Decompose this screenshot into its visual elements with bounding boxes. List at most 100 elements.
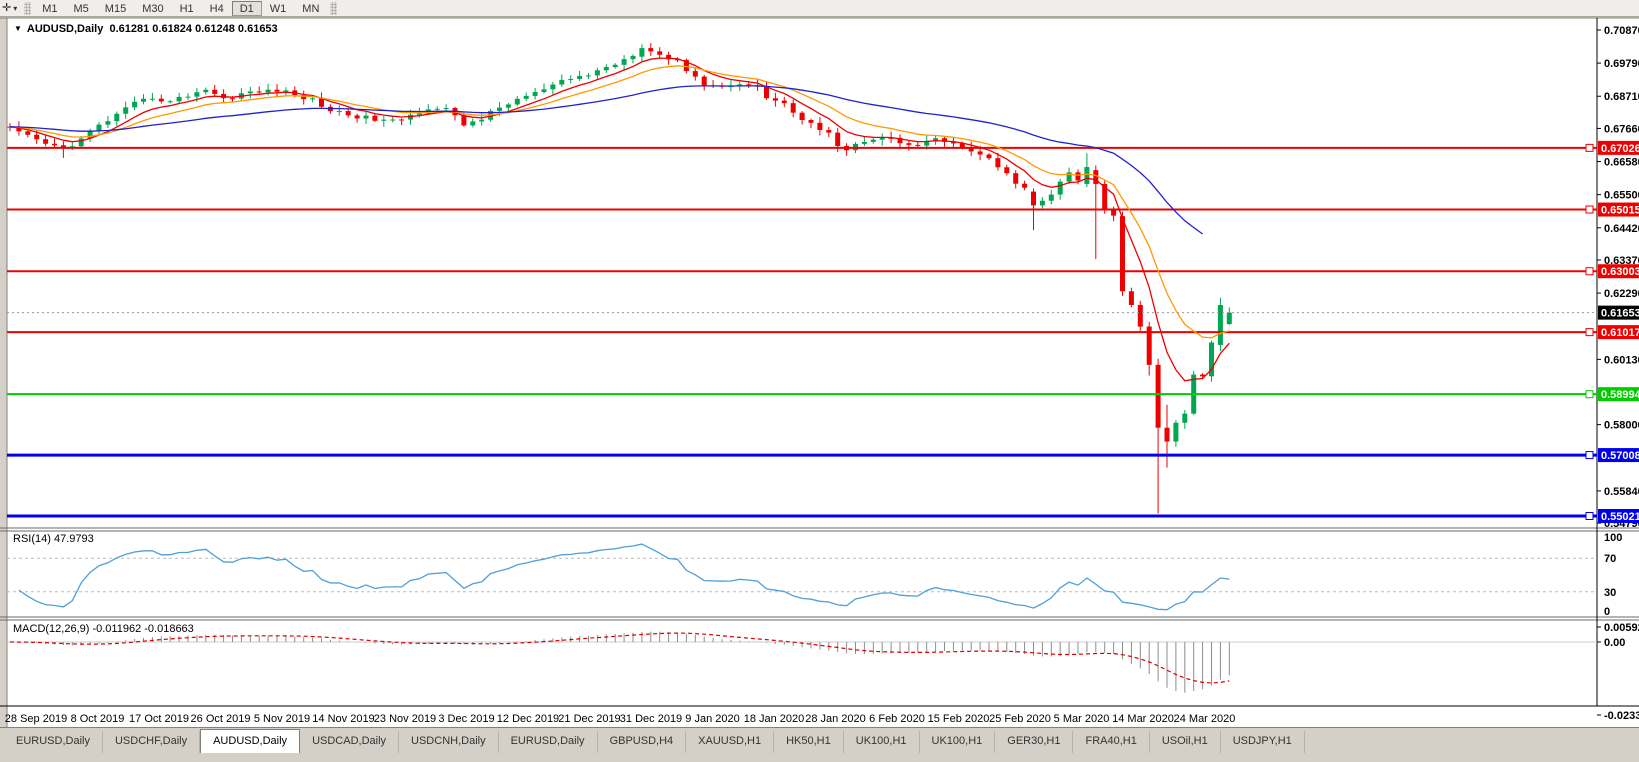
price-tag (1598, 509, 1639, 523)
price-tag-label: 0.61017 (1601, 327, 1639, 339)
price-tag (1598, 325, 1639, 340)
timeframe-button-m15[interactable]: M15 (104, 2, 127, 15)
timeframe-button-m30[interactable]: M30 (142, 2, 164, 15)
chart-tab-usoil-h1[interactable]: USOil,H1 (1149, 731, 1221, 753)
toolbar-grip[interactable] (24, 1, 32, 15)
current-price-tag-label: 0.61653 (1601, 308, 1639, 320)
current-price-tag (1598, 305, 1639, 320)
chart-tab-eurusd-daily[interactable]: EURUSD,Daily (498, 731, 598, 753)
chart-tab-eurusd-daily[interactable]: EURUSD,Daily (4, 731, 103, 753)
chart-tab-audusd-daily[interactable]: AUDUSD,Daily (200, 729, 301, 753)
date-label: 8 Oct 2019 (71, 713, 125, 725)
rsi-axis-label: 30 (1604, 587, 1616, 599)
timeframe-button-m5[interactable]: M5 (73, 2, 89, 15)
timeframe-button-h4[interactable]: H4 (209, 2, 224, 15)
timeframe-button-mn[interactable]: MN (302, 2, 320, 15)
macd-indicator-label: MACD(12,26,9) -0.011962 -0.018663 (13, 623, 194, 635)
price-tag-label: 0.65015 (1601, 205, 1639, 217)
timeframe-button-d1[interactable]: D1 (231, 0, 262, 16)
date-label: 14 Nov 2019 (312, 713, 374, 725)
price-tag-label: 0.58994 (1601, 389, 1639, 401)
chart-tab-usdjpy-h1[interactable]: USDJPY,H1 (1220, 731, 1305, 753)
chart-background (7, 18, 1639, 745)
rsi-axis-label: 70 (1604, 553, 1616, 565)
price-tag (1598, 448, 1639, 463)
rsi-line (18, 543, 1230, 611)
chart-tab-hk50-h1[interactable]: HK50,H1 (774, 731, 844, 753)
hline-handle[interactable] (1585, 328, 1594, 337)
date-label: 21 Dec 2019 (558, 713, 620, 725)
price-tag (1598, 140, 1639, 155)
date-label: 9 Jan 2020 (685, 713, 739, 725)
chart-tab-ger30-h1[interactable]: GER30,H1 (995, 731, 1074, 753)
hline-handle[interactable] (1585, 451, 1594, 460)
window-left-edge (0, 18, 7, 745)
date-label: 23 Nov 2019 (374, 713, 436, 725)
price-tag (1598, 387, 1639, 402)
timeframe-button-m1[interactable]: M1 (42, 2, 58, 15)
chart-tab-gbpusd-h4[interactable]: GBPUSD,H4 (597, 731, 687, 753)
date-label: 12 Dec 2019 (497, 713, 559, 725)
rsi-indicator-label: RSI(14) 47.9793 (13, 533, 94, 545)
date-label: 26 Oct 2019 (191, 713, 251, 725)
toolbar-grip[interactable] (330, 1, 338, 15)
collapse-triangle-icon[interactable]: ▼ (14, 24, 22, 33)
price-tag-label: 0.55021 (1601, 511, 1639, 523)
hline-handle[interactable] (1585, 205, 1594, 214)
chart-tab-xauusd-h1[interactable]: XAUUSD,H1 (686, 731, 775, 753)
date-label: 17 Oct 2019 (129, 713, 189, 725)
date-label: 31 Dec 2019 (620, 713, 682, 725)
macd-axis-label: 0.005923 (1604, 622, 1639, 634)
hline-handle[interactable] (1585, 143, 1594, 152)
macd-axis-label: -0.023394 (1604, 710, 1639, 722)
chevron-down-icon: ▾ (13, 3, 18, 13)
chart-ohlc-readout: 0.61281 0.61824 0.61248 0.61653 (109, 23, 278, 35)
chart-tab-bar: EURUSD,Daily USDCHF,Daily AUDUSD,Daily USDC… (0, 727, 1639, 753)
date-label: 18 Jan 2020 (744, 713, 805, 725)
date-label: 5 Nov 2019 (254, 713, 310, 725)
timeframe-buttons: M1 M5 M15 M30 H1 H4 D1 W1 MN (34, 0, 327, 16)
hline-handle[interactable] (1585, 390, 1594, 399)
chart-tab-usdcnh-daily[interactable]: USDCNH,Daily (399, 731, 499, 753)
price-tag (1598, 264, 1639, 279)
date-label: 25 Feb 2020 (989, 713, 1051, 725)
timeframe-button-w1[interactable]: W1 (269, 2, 287, 15)
chart-tab-usdcad-daily[interactable]: USDCAD,Daily (300, 731, 400, 753)
price-tag-label: 0.63003 (1601, 266, 1639, 278)
date-label: 15 Feb 2020 (928, 713, 990, 725)
chart-tab-fra40-h1[interactable]: FRA40,H1 (1073, 731, 1150, 753)
chart-tab-uk100-h1[interactable]: UK100,H1 (919, 731, 996, 753)
moving-average-mid (9, 65, 1230, 339)
date-label: 6 Feb 2020 (869, 713, 925, 725)
chart-tab-uk100-h1[interactable]: UK100,H1 (843, 731, 920, 753)
chart-title: ▼ AUDUSD,Daily 0.61281 0.61824 0.61248 0.… (14, 23, 278, 35)
date-label: 24 Mar 2020 (1174, 713, 1236, 725)
moving-average-fast (9, 57, 1230, 382)
price-tag (1598, 202, 1639, 217)
chart-tab-usdchf-daily[interactable]: USDCHF,Daily (102, 731, 201, 753)
timeframe-button-h1[interactable]: H1 (179, 2, 194, 15)
hline-handle[interactable] (1585, 267, 1594, 276)
date-label: 28 Sep 2019 (5, 713, 67, 725)
hline-handle[interactable] (1585, 512, 1594, 520)
macd-signal-line (9, 632, 1230, 684)
date-label: 14 Mar 2020 (1112, 713, 1174, 725)
chart-symbol-period: AUDUSD,Daily (26, 23, 104, 35)
price-tag-label: 0.57008 (1601, 450, 1639, 462)
cursor-tool-button[interactable]: ✛ ▾ (0, 1, 21, 16)
moving-average-slow (9, 85, 1203, 235)
